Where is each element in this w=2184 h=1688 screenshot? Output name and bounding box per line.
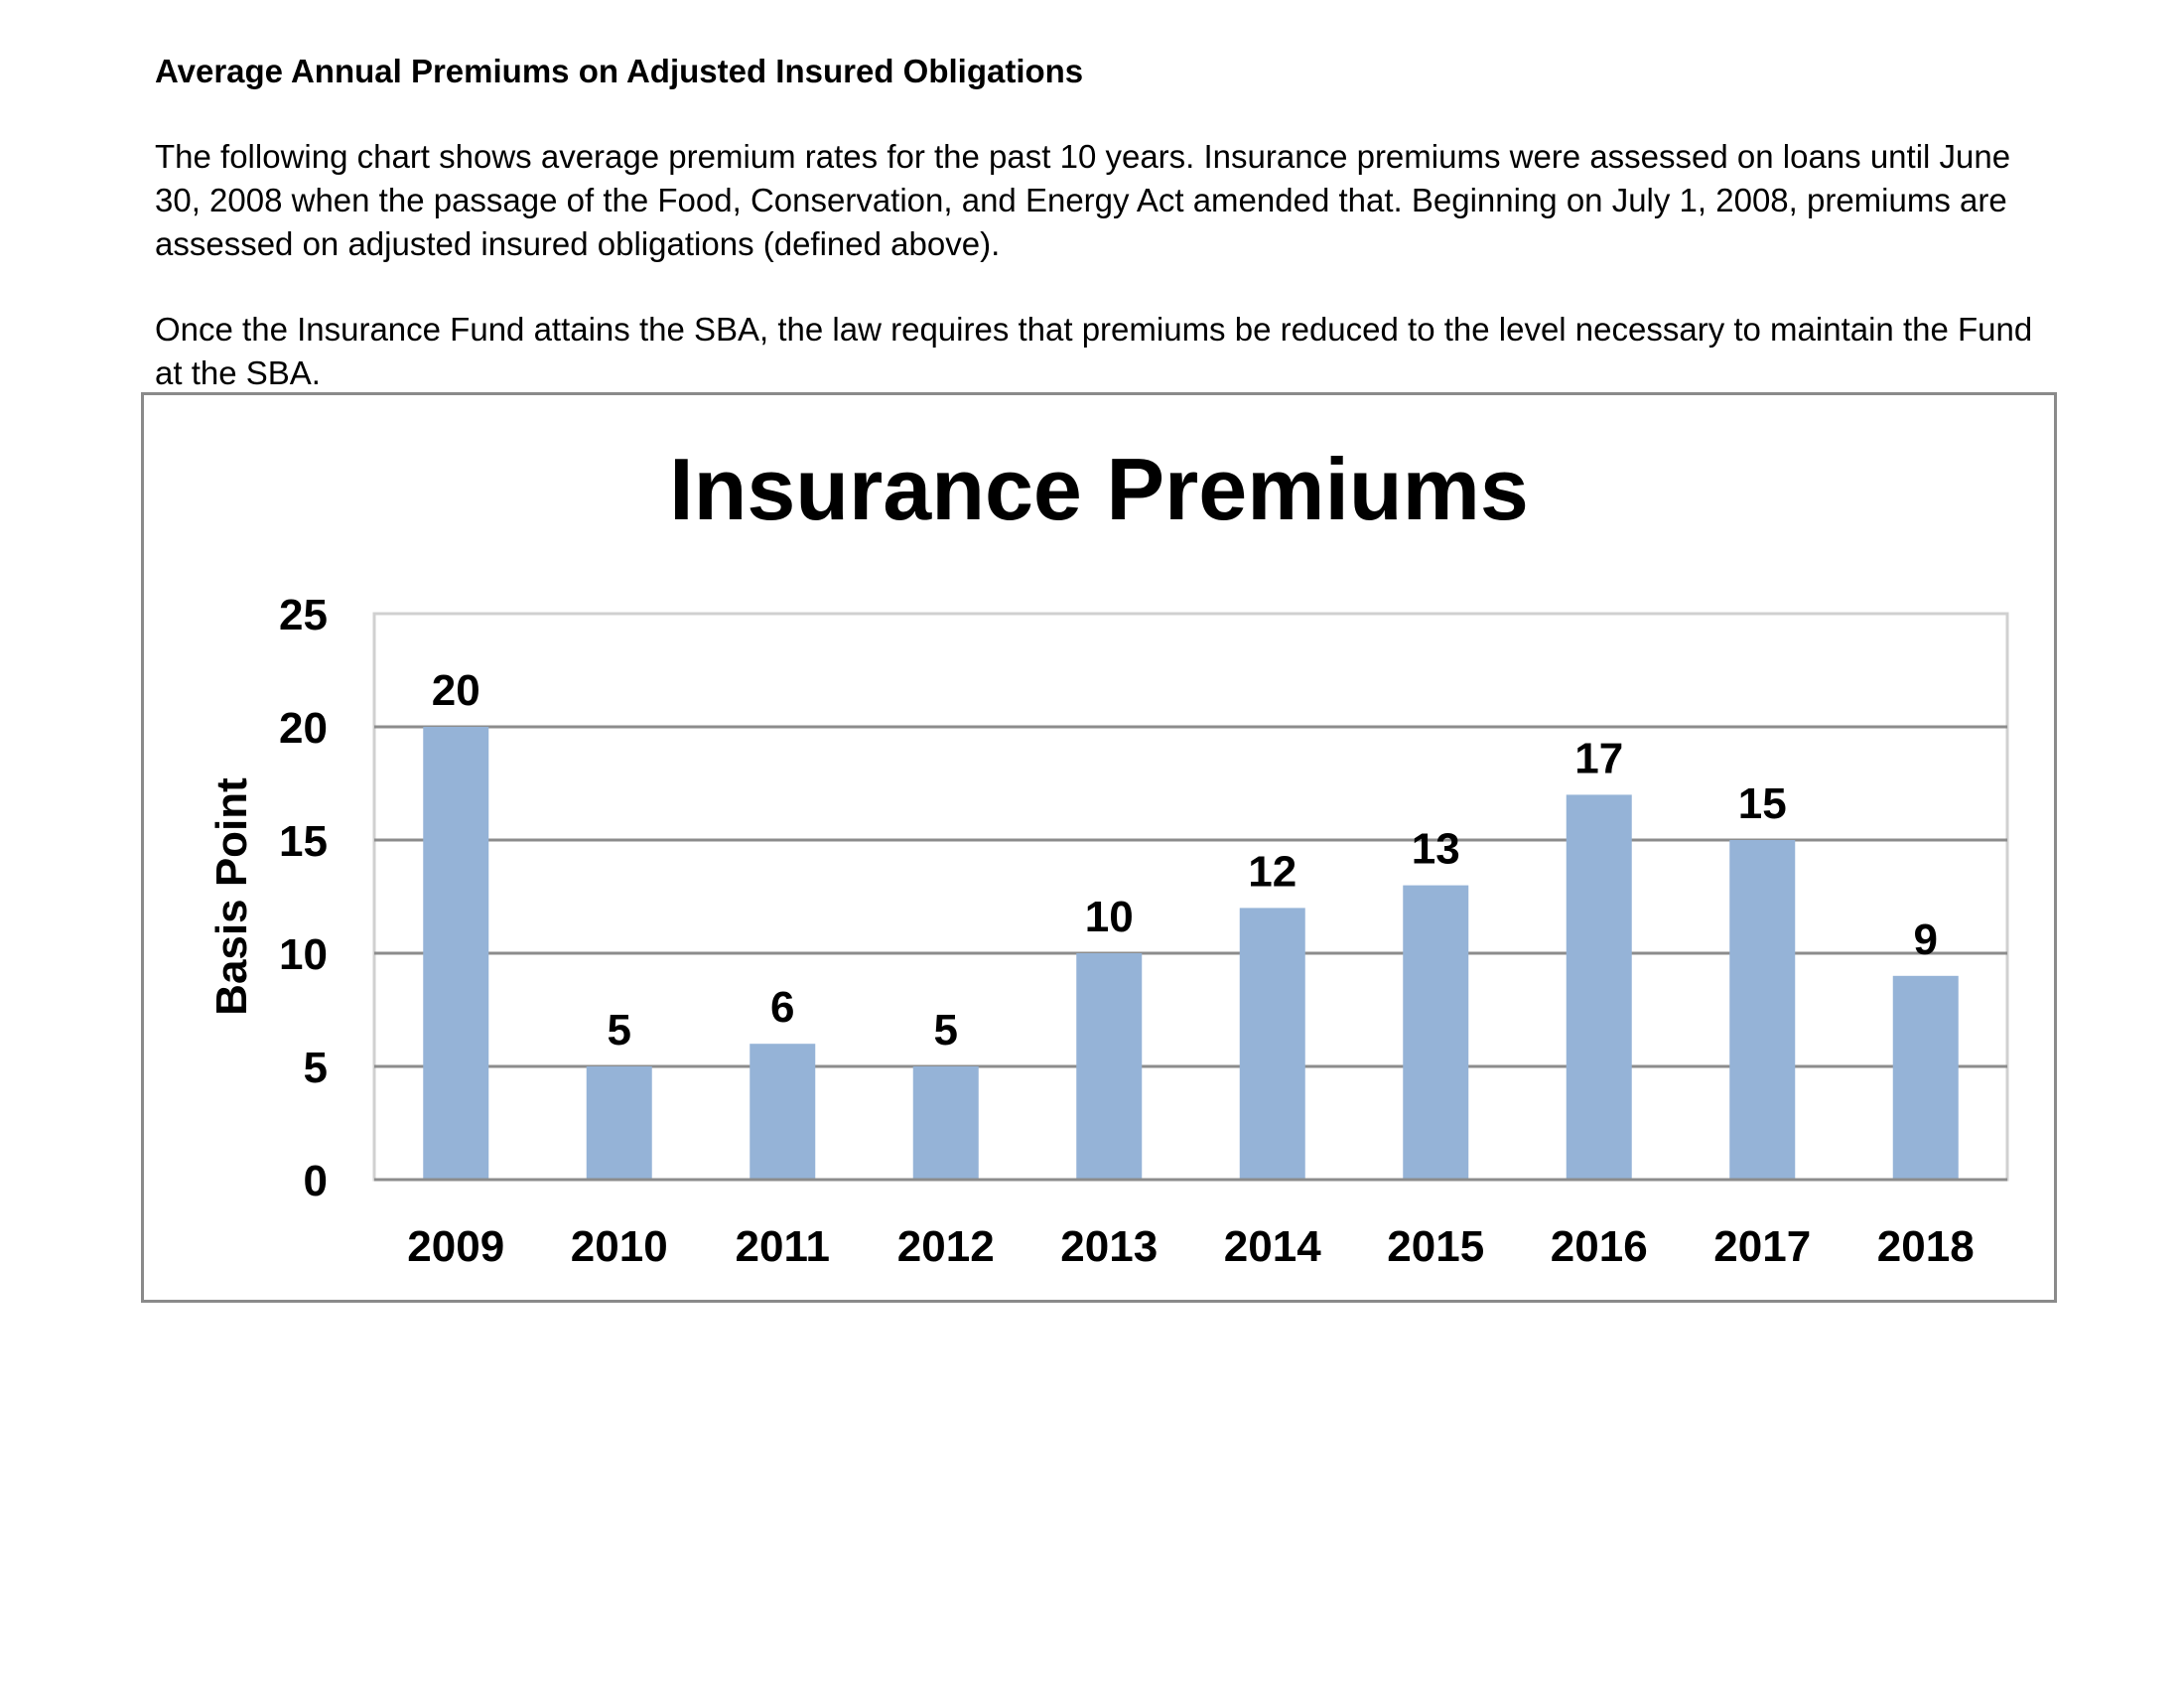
law-paragraph: Once the Insurance Fund attains the SBA,… [155,311,2033,391]
intro-paragraph: The following chart shows average premiu… [155,138,2011,262]
document-heading: Average Annual Premiums on Adjusted Insu… [155,53,1084,89]
chart-frame [141,392,2057,1303]
